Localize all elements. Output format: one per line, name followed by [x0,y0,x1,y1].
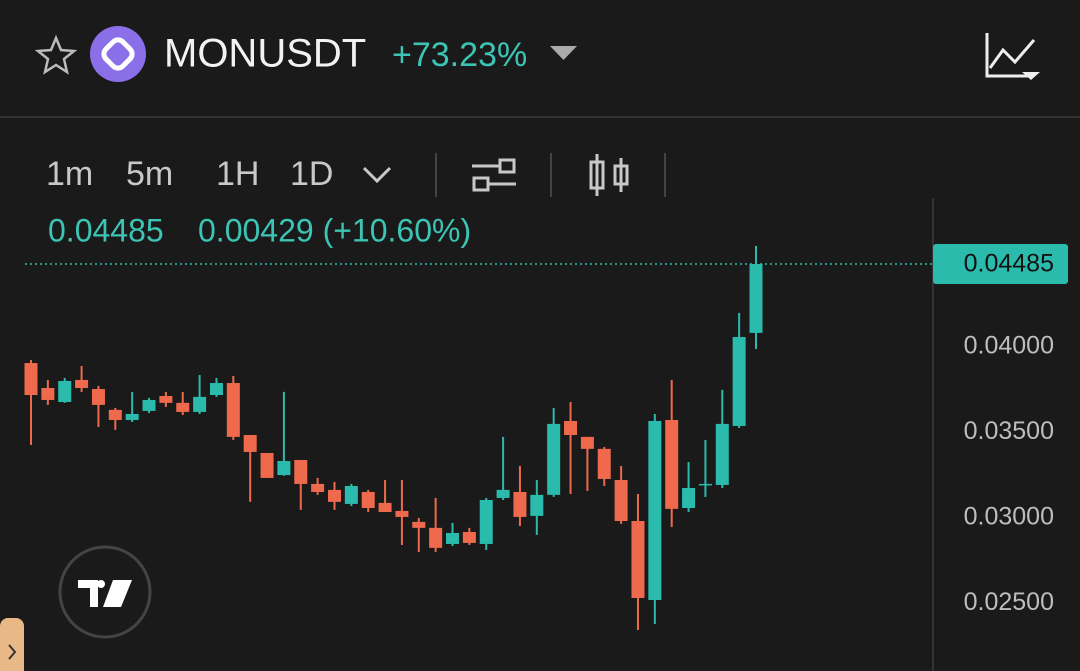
candle-body [580,436,594,449]
candle-body [614,479,628,522]
tradingview-logo-mark [78,580,132,607]
candle-body [462,531,476,543]
candle-body [91,389,105,405]
candle-style-button[interactable] [589,154,629,196]
candle-body [327,489,341,502]
candle-body [226,383,240,437]
symbol-dropdown[interactable] [550,46,577,60]
y-tick-label: 0.02500 [964,588,1054,616]
candle-body [294,459,308,484]
candle-body [311,483,325,492]
candle-body [159,396,173,403]
candle-body [260,452,274,478]
candle-body [530,494,544,516]
candle-body [513,491,527,517]
interval[interactable]: 5m [126,155,173,193]
candle-body [715,423,729,485]
candle-body [24,363,38,395]
candle-body [243,435,257,452]
candle-body [395,510,409,517]
candle-body [361,491,375,509]
candle-body [682,488,696,509]
daily-change: +73.23% [392,36,527,74]
candle-body [749,264,763,333]
candle-body [125,413,139,420]
last-price-tag [933,244,1068,285]
candle-body [479,499,493,544]
candle-body [496,489,510,498]
candle-body [732,337,746,426]
interval[interactable]: 1D [290,155,333,193]
side-drawer-tab[interactable] [0,618,24,671]
interval-more[interactable] [362,166,392,184]
candle-body [41,387,55,400]
y-tick-label: 0.03500 [964,417,1054,445]
symbol[interactable]: MONUSDT [164,32,366,76]
candle-body [209,383,223,395]
interval[interactable]: 1m [46,155,93,193]
candle-body [277,461,291,476]
chart-type-button[interactable] [985,33,1036,78]
candle-body [108,409,122,420]
chart-type-caret [1022,72,1040,80]
candle-body [412,521,426,528]
candle-body [193,396,207,412]
candle-body [648,420,662,601]
candle-body [378,502,392,512]
interval[interactable]: 1H [216,155,259,193]
y-tick-label: 0.03000 [964,503,1054,531]
candle-body [597,448,611,479]
tradingview-logo[interactable] [58,545,152,639]
tradingview-logo-dot [97,580,105,588]
candle-body [446,532,460,544]
candle-body [429,527,443,548]
candle-body [58,380,72,403]
candle-body [564,420,578,436]
candle-body [142,399,156,411]
candle-body [547,423,561,495]
candle-body [344,485,358,504]
candle-body [631,521,645,598]
candle-body [665,419,679,509]
candle-body [75,379,89,388]
ohlc-close: 0.04485 [48,212,164,248]
coin-logo-mark [101,37,135,71]
side-drawer-arrow [8,644,17,660]
coin-logo [90,26,146,82]
candle-body [698,483,712,486]
candle-body [176,402,190,412]
favorite-star[interactable] [34,34,78,75]
last-price-label: 0.04485 [964,250,1054,278]
ohlc-change: 0.00429 (+10.60%) [198,212,471,248]
y-tick-label: 0.04000 [964,332,1054,360]
indicators-button[interactable] [472,158,516,192]
